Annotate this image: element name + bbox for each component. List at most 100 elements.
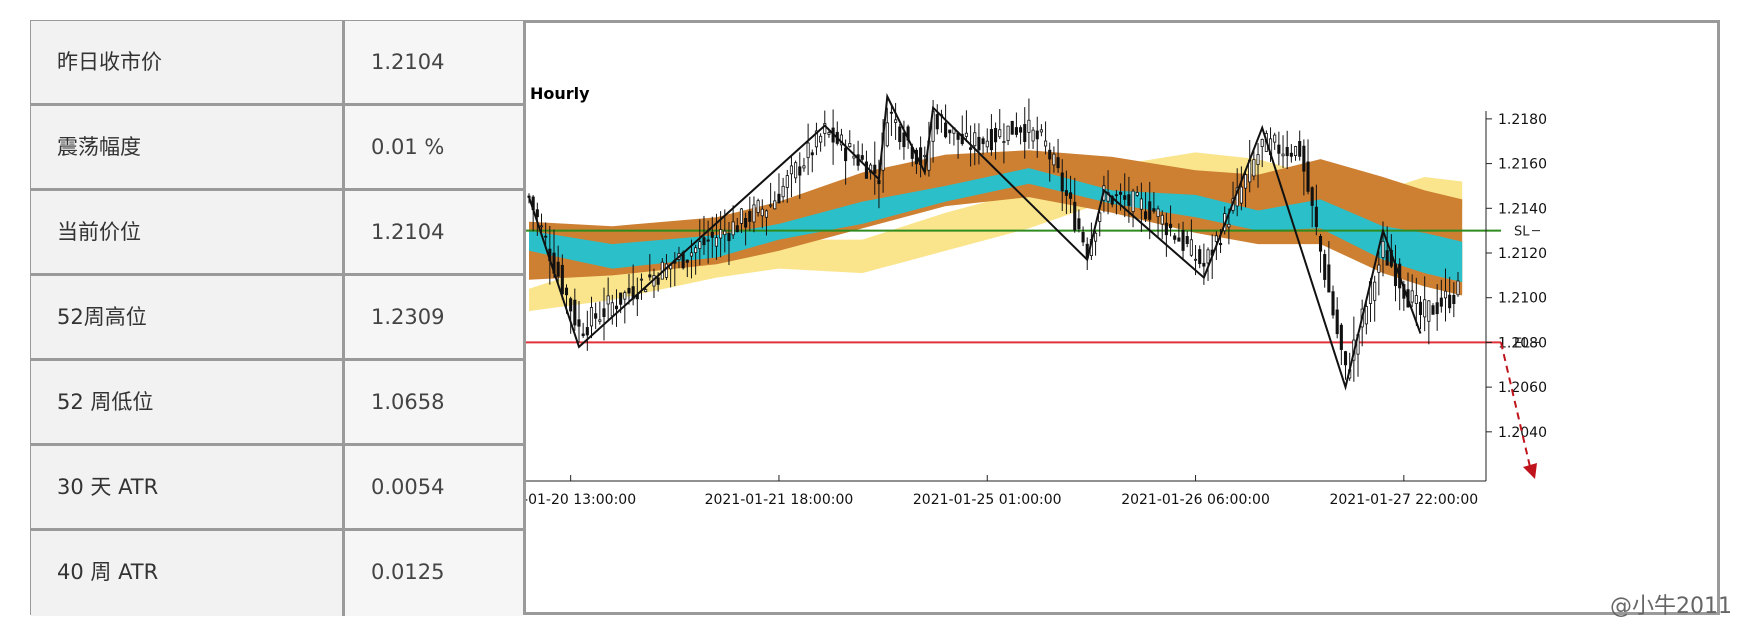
- candle-body: [1094, 232, 1098, 242]
- candle-body: [1227, 223, 1231, 228]
- candle-body: [581, 333, 585, 337]
- candle-body: [902, 132, 906, 148]
- candle-body: [964, 132, 968, 137]
- candle-body: [539, 225, 544, 228]
- candle-body: [714, 237, 719, 247]
- stats-label: 昨日收市价: [31, 21, 345, 103]
- candle-body: [723, 230, 727, 236]
- candle-body: [1019, 127, 1023, 133]
- band-teal: [529, 168, 1463, 283]
- candle-body: [1435, 302, 1439, 315]
- candle-body: [1239, 186, 1243, 204]
- candle-body: [1456, 280, 1460, 296]
- candle-body: [1302, 145, 1306, 172]
- candle-body: [719, 229, 723, 239]
- stats-row-40w-atr: 40 周 ATR 0.0125: [31, 531, 526, 616]
- candle-body: [1152, 208, 1156, 212]
- candle-body: [769, 204, 773, 207]
- stats-row-prev-close: 昨日收市价 1.2104: [31, 21, 526, 106]
- candle-body: [664, 263, 669, 278]
- candle-body: [1056, 157, 1060, 169]
- stats-row-current-price: 当前价位 1.2104: [31, 191, 526, 276]
- candle-body: [1256, 154, 1260, 165]
- candle-body: [610, 302, 614, 317]
- candle-body: [1114, 194, 1118, 197]
- candle-body: [739, 208, 744, 224]
- candle-body: [1193, 258, 1198, 261]
- candle-body: [864, 161, 868, 179]
- candle-body: [1081, 232, 1085, 243]
- candle-body: [894, 119, 898, 123]
- candle-body: [1448, 294, 1452, 309]
- candle-body: [598, 319, 602, 322]
- candle-body: [985, 140, 989, 148]
- stats-value: 0.01 %: [345, 106, 523, 188]
- candle-body: [827, 132, 831, 135]
- candle-body: [1381, 240, 1385, 258]
- candle-body: [1181, 230, 1185, 251]
- candle-body: [823, 123, 827, 134]
- level-label-el: EL: [1514, 336, 1530, 351]
- candle-body: [802, 165, 806, 169]
- candle-body: [585, 327, 589, 336]
- candle-body: [1069, 192, 1073, 199]
- table-chart-divider: [523, 21, 526, 614]
- candle-body: [1144, 211, 1148, 220]
- stats-value: 0.0054: [345, 446, 523, 528]
- y-tick-label: 1.2100: [1498, 291, 1547, 307]
- candle-body: [898, 126, 902, 143]
- candle-body: [1306, 161, 1310, 192]
- candle-body: [1281, 153, 1285, 157]
- candle-body: [1443, 290, 1448, 299]
- band-orange: [529, 150, 1463, 296]
- candle-body: [873, 164, 877, 174]
- timeframe-label: Hourly: [530, 84, 590, 103]
- zigzag-line: [528, 92, 1422, 391]
- candle-body: [1343, 351, 1348, 366]
- candle-body: [698, 241, 702, 249]
- candle-body: [773, 200, 777, 210]
- candle-body: [694, 247, 698, 254]
- candle-body: [627, 287, 631, 294]
- stats-row-30d-atr: 30 天 ATR 0.0054: [31, 446, 526, 531]
- stats-value: 1.0658: [345, 361, 523, 443]
- x-tick-label: 2021-01-26 06:00:00: [1121, 492, 1270, 508]
- y-tick-label: 1.2180: [1498, 112, 1547, 128]
- candle-body: [639, 278, 644, 281]
- candle-body: [1014, 127, 1018, 135]
- candle-body: [1431, 305, 1435, 315]
- candle-body: [1339, 324, 1343, 350]
- candle-body: [1277, 144, 1281, 154]
- stats-row-52w-low: 52 周低位 1.0658: [31, 361, 526, 446]
- arrow-head: [1523, 463, 1537, 479]
- candle-body: [1177, 237, 1181, 242]
- candle-body: [994, 127, 998, 143]
- candle-body: [1064, 190, 1068, 196]
- candle-body: [535, 209, 539, 218]
- candle-body: [1123, 195, 1127, 200]
- candle-body: [781, 185, 785, 198]
- candle-body: [689, 252, 694, 257]
- candle-body: [685, 259, 689, 263]
- projection-arrow: [1500, 342, 1537, 479]
- zigzag-path: [528, 92, 1422, 391]
- candle-body: [1189, 239, 1193, 256]
- candle-body: [556, 261, 560, 277]
- candle-body: [1310, 187, 1314, 206]
- candle-body: [564, 287, 569, 296]
- stats-value: 1.2104: [345, 21, 523, 103]
- candle-body: [1106, 192, 1110, 202]
- candle-body: [589, 307, 594, 327]
- y-tick-label: 1.2060: [1498, 380, 1547, 396]
- candle-body: [1260, 139, 1264, 148]
- candle-body: [1010, 120, 1014, 135]
- candle-body: [706, 239, 710, 242]
- candle-body: [848, 143, 852, 147]
- level-lines: SL EL: [526, 225, 1540, 351]
- candle-body: [1148, 201, 1152, 220]
- stats-row-52w-high: 52周高位 1.2309: [31, 276, 526, 361]
- candle-body: [1423, 299, 1427, 318]
- candle-body: [1410, 290, 1414, 303]
- candle-body: [1314, 206, 1318, 228]
